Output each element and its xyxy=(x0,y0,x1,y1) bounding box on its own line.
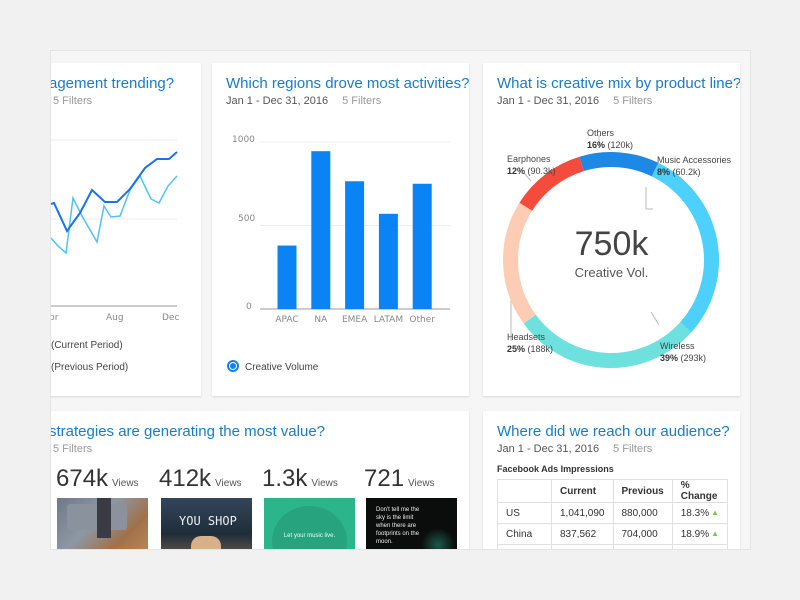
legend-marker-icon[interactable] xyxy=(227,360,239,372)
creative-thumbnail-music[interactable]: Let your music live. xyxy=(264,498,355,549)
table-title: Facebook Ads Impressions xyxy=(497,464,614,474)
strategies-card: strategies are generating the most value… xyxy=(50,411,469,549)
previous-period-line xyxy=(51,174,178,255)
bar-emea[interactable] xyxy=(345,181,365,309)
y-tick: 0 xyxy=(246,302,252,312)
product-mix-donut xyxy=(503,135,719,368)
engagement-line-chart xyxy=(51,139,178,307)
audience-card: Where did we reach our audience? Jan 1 -… xyxy=(483,411,740,549)
card-title: agement trending? xyxy=(50,75,175,92)
label-others: Others 16% (120k) xyxy=(587,128,634,150)
table-row-partial xyxy=(497,544,729,549)
legend-creative-volume[interactable]: Creative Volume xyxy=(245,362,319,373)
label-wireless: Wireless 39% (293k) xyxy=(660,341,707,363)
column-header-current[interactable]: Current xyxy=(551,479,614,503)
date-range[interactable]: Jan 1 - Dec 31, 2016 xyxy=(226,95,329,107)
x-tick-emea: EMEA xyxy=(341,315,368,325)
card-title: Where did we reach our audience? xyxy=(497,423,730,440)
x-tick-latam: LATAM xyxy=(373,315,404,325)
donut-segment-others[interactable] xyxy=(579,152,659,177)
x-tick: pr xyxy=(51,313,59,323)
views-metric: 721 Views xyxy=(364,465,435,492)
column-header-change[interactable]: % Change xyxy=(671,479,729,503)
dashboard: agement trending? 5 Filters pr Aug Dec (… xyxy=(50,50,751,550)
y-tick: 1000 xyxy=(232,135,255,145)
filters-link[interactable]: 5 Filters xyxy=(53,443,93,455)
filters-link[interactable]: 5 Filters xyxy=(613,95,653,107)
x-tick-apac: APAC xyxy=(275,315,299,325)
table-row: US 1,041,090 880,000 18.3% ▲ xyxy=(497,502,729,524)
views-metric: 1.3k Views xyxy=(262,465,338,492)
creative-thumbnail-shop[interactable]: YOU SHOP xyxy=(161,498,252,549)
filters-link[interactable]: 5 Filters xyxy=(342,95,382,107)
x-tick-other: Other xyxy=(409,315,435,325)
y-tick: 500 xyxy=(238,214,256,224)
trend-up-icon: ▲ xyxy=(711,507,719,517)
date-range[interactable]: Jan 1 - Dec 31, 2016 xyxy=(497,95,600,107)
donut-segment-earphones[interactable] xyxy=(519,156,585,211)
card-title: What is creative mix by product line? xyxy=(497,75,740,92)
engagement-card: agement trending? 5 Filters pr Aug Dec (… xyxy=(50,63,201,396)
filters-link[interactable]: 5 Filters xyxy=(53,95,93,107)
legend-current[interactable]: (Current Period) xyxy=(51,340,123,351)
x-tick: Dec xyxy=(162,313,180,323)
label-headsets: Headsets 25% (188k) xyxy=(507,332,554,354)
x-tick: Aug xyxy=(106,313,124,323)
card-title: strategies are generating the most value… xyxy=(50,423,325,440)
bar-latam[interactable] xyxy=(378,213,398,309)
trend-up-icon: ▲ xyxy=(711,528,719,538)
table-header-row: Current Previous % Change xyxy=(497,479,729,503)
x-tick-na: NA xyxy=(314,315,328,325)
donut-segment-music-accessories[interactable] xyxy=(651,162,719,333)
bar-other[interactable] xyxy=(412,183,432,309)
label-music-accessories: Music Accessories 8% (60.2k) xyxy=(657,155,732,177)
table-row: China 837,562 704,000 18.9% ▲ xyxy=(497,523,729,545)
filters-link[interactable]: 5 Filters xyxy=(613,443,653,455)
donut-center-label: Creative Vol. xyxy=(574,265,649,280)
regions-bar-chart xyxy=(260,141,450,310)
bar-na[interactable] xyxy=(311,151,331,309)
card-title: Which regions drove most activities? xyxy=(226,75,469,92)
views-metric: 412k Views xyxy=(159,465,242,492)
creative-thumbnail-quote[interactable]: Don't tell me the sky is the limit when … xyxy=(366,498,457,549)
bar-apac[interactable] xyxy=(277,245,297,309)
views-metric: 674k Views xyxy=(56,465,139,492)
product-mix-card: What is creative mix by product line? Ja… xyxy=(483,63,740,396)
date-range[interactable]: Jan 1 - Dec 31, 2016 xyxy=(497,443,600,455)
donut-center-value: 750k xyxy=(574,225,649,263)
impressions-table: Current Previous % Change US 1,041,090 8… xyxy=(497,479,729,549)
creative-thumbnail-living-room[interactable] xyxy=(57,498,148,549)
legend-previous[interactable]: (Previous Period) xyxy=(51,362,129,373)
column-header-previous[interactable]: Previous xyxy=(612,479,673,503)
current-period-line xyxy=(51,151,178,233)
donut-segment-wireless[interactable] xyxy=(523,314,692,368)
label-earphones: Earphones 12% (90.3k) xyxy=(507,154,556,176)
donut-segment-headsets[interactable] xyxy=(503,202,536,324)
regions-card: Which regions drove most activities? Jan… xyxy=(212,63,469,396)
